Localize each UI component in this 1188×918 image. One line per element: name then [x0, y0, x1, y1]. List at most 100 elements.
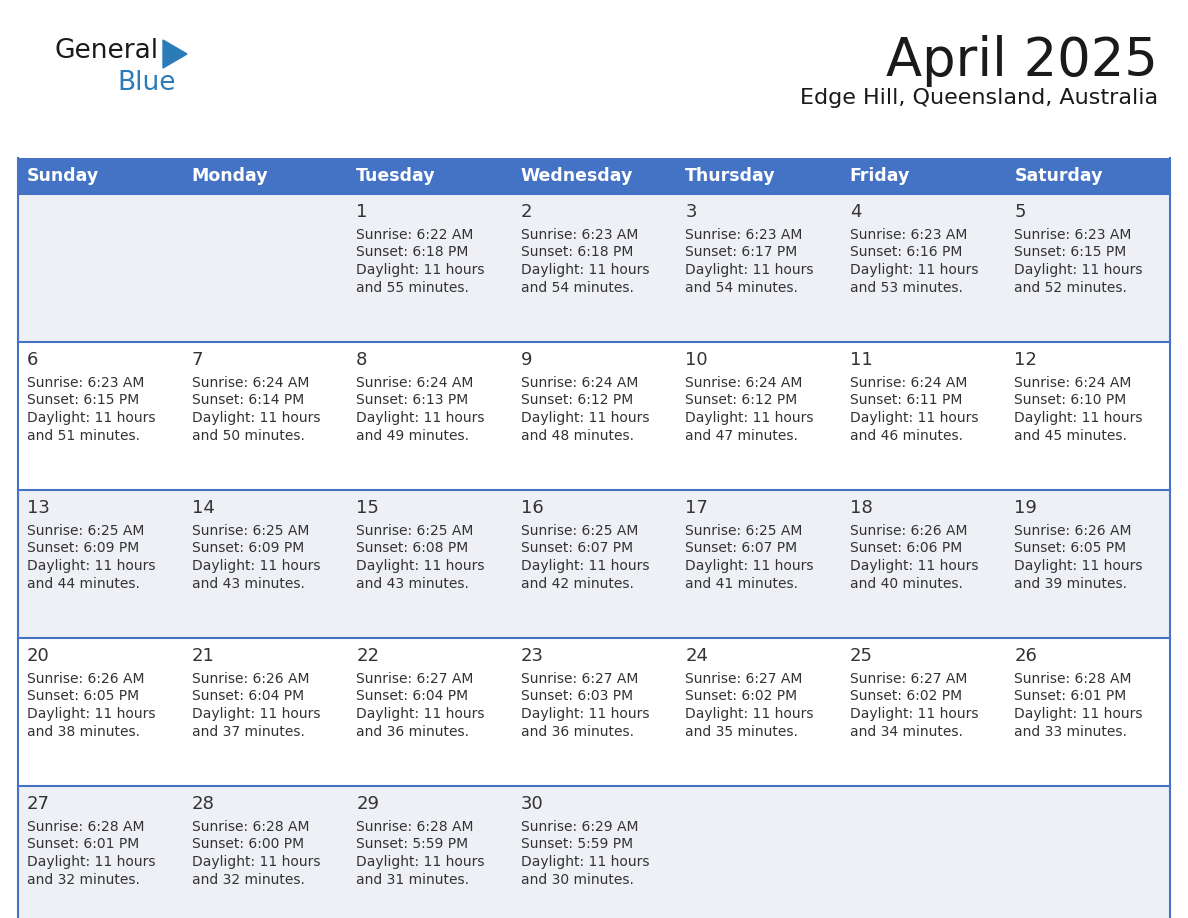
- Text: 10: 10: [685, 351, 708, 369]
- Text: Sunrise: 6:26 AM: Sunrise: 6:26 AM: [1015, 524, 1132, 538]
- Text: Sunrise: 6:25 AM: Sunrise: 6:25 AM: [685, 524, 803, 538]
- Text: Sunset: 6:15 PM: Sunset: 6:15 PM: [1015, 245, 1126, 260]
- Text: Sunset: 6:05 PM: Sunset: 6:05 PM: [27, 689, 139, 703]
- Text: Sunset: 6:12 PM: Sunset: 6:12 PM: [685, 394, 797, 408]
- Text: and 52 minutes.: and 52 minutes.: [1015, 281, 1127, 295]
- Text: Sunrise: 6:26 AM: Sunrise: 6:26 AM: [191, 672, 309, 686]
- Text: and 32 minutes.: and 32 minutes.: [191, 872, 304, 887]
- Bar: [18, 638, 1170, 786]
- Text: 12: 12: [1015, 351, 1037, 369]
- Text: Daylight: 11 hours: Daylight: 11 hours: [356, 707, 485, 721]
- Text: 25: 25: [849, 647, 873, 665]
- Text: Sunset: 6:15 PM: Sunset: 6:15 PM: [27, 394, 139, 408]
- Text: and 39 minutes.: and 39 minutes.: [1015, 577, 1127, 590]
- Text: Sunrise: 6:28 AM: Sunrise: 6:28 AM: [356, 820, 474, 834]
- Text: Sunrise: 6:27 AM: Sunrise: 6:27 AM: [685, 672, 803, 686]
- Text: and 34 minutes.: and 34 minutes.: [849, 724, 962, 738]
- Text: and 37 minutes.: and 37 minutes.: [191, 724, 304, 738]
- Text: Sunset: 6:02 PM: Sunset: 6:02 PM: [849, 689, 962, 703]
- Bar: [18, 786, 1170, 918]
- Text: and 33 minutes.: and 33 minutes.: [1015, 724, 1127, 738]
- Text: 11: 11: [849, 351, 873, 369]
- Text: Sunset: 6:13 PM: Sunset: 6:13 PM: [356, 394, 468, 408]
- Text: Daylight: 11 hours: Daylight: 11 hours: [520, 855, 649, 869]
- Text: 4: 4: [849, 203, 861, 221]
- Text: Sunset: 6:06 PM: Sunset: 6:06 PM: [849, 542, 962, 555]
- Text: and 40 minutes.: and 40 minutes.: [849, 577, 962, 590]
- Text: Daylight: 11 hours: Daylight: 11 hours: [191, 559, 320, 573]
- Text: Sunset: 6:18 PM: Sunset: 6:18 PM: [520, 245, 633, 260]
- Text: and 31 minutes.: and 31 minutes.: [356, 872, 469, 887]
- Text: and 35 minutes.: and 35 minutes.: [685, 724, 798, 738]
- Text: Sunrise: 6:24 AM: Sunrise: 6:24 AM: [191, 376, 309, 390]
- Text: Daylight: 11 hours: Daylight: 11 hours: [27, 411, 156, 425]
- Text: Sunset: 6:17 PM: Sunset: 6:17 PM: [685, 245, 797, 260]
- Text: Sunset: 6:01 PM: Sunset: 6:01 PM: [1015, 689, 1126, 703]
- Text: and 38 minutes.: and 38 minutes.: [27, 724, 140, 738]
- Text: and 45 minutes.: and 45 minutes.: [1015, 429, 1127, 442]
- Bar: [18, 158, 1170, 194]
- Text: 13: 13: [27, 499, 50, 517]
- Text: Sunrise: 6:26 AM: Sunrise: 6:26 AM: [27, 672, 145, 686]
- Text: Sunset: 6:11 PM: Sunset: 6:11 PM: [849, 394, 962, 408]
- Text: Daylight: 11 hours: Daylight: 11 hours: [520, 707, 649, 721]
- Text: 8: 8: [356, 351, 367, 369]
- Text: Daylight: 11 hours: Daylight: 11 hours: [685, 411, 814, 425]
- Text: 19: 19: [1015, 499, 1037, 517]
- Text: Daylight: 11 hours: Daylight: 11 hours: [849, 263, 979, 277]
- Text: Daylight: 11 hours: Daylight: 11 hours: [685, 263, 814, 277]
- Text: Sunrise: 6:24 AM: Sunrise: 6:24 AM: [356, 376, 474, 390]
- Text: and 54 minutes.: and 54 minutes.: [520, 281, 633, 295]
- Text: and 49 minutes.: and 49 minutes.: [356, 429, 469, 442]
- Text: Sunrise: 6:24 AM: Sunrise: 6:24 AM: [1015, 376, 1132, 390]
- Text: Sunrise: 6:23 AM: Sunrise: 6:23 AM: [27, 376, 145, 390]
- Text: Daylight: 11 hours: Daylight: 11 hours: [191, 707, 320, 721]
- Text: Sunrise: 6:25 AM: Sunrise: 6:25 AM: [191, 524, 309, 538]
- Text: Sunrise: 6:24 AM: Sunrise: 6:24 AM: [520, 376, 638, 390]
- Text: Sunrise: 6:23 AM: Sunrise: 6:23 AM: [685, 228, 803, 242]
- Text: 18: 18: [849, 499, 873, 517]
- Text: Sunrise: 6:25 AM: Sunrise: 6:25 AM: [520, 524, 638, 538]
- Text: Daylight: 11 hours: Daylight: 11 hours: [356, 559, 485, 573]
- Text: Sunrise: 6:25 AM: Sunrise: 6:25 AM: [27, 524, 145, 538]
- Text: and 54 minutes.: and 54 minutes.: [685, 281, 798, 295]
- Text: Sunset: 6:02 PM: Sunset: 6:02 PM: [685, 689, 797, 703]
- Text: Daylight: 11 hours: Daylight: 11 hours: [191, 855, 320, 869]
- Text: Sunrise: 6:27 AM: Sunrise: 6:27 AM: [520, 672, 638, 686]
- Text: General: General: [55, 38, 159, 64]
- Text: 3: 3: [685, 203, 697, 221]
- Text: Sunset: 5:59 PM: Sunset: 5:59 PM: [520, 837, 633, 852]
- Text: 30: 30: [520, 795, 543, 813]
- Text: 6: 6: [27, 351, 38, 369]
- Text: Sunrise: 6:28 AM: Sunrise: 6:28 AM: [1015, 672, 1132, 686]
- Text: Daylight: 11 hours: Daylight: 11 hours: [520, 559, 649, 573]
- Text: 16: 16: [520, 499, 543, 517]
- Text: Sunset: 6:10 PM: Sunset: 6:10 PM: [1015, 394, 1126, 408]
- Text: and 41 minutes.: and 41 minutes.: [685, 577, 798, 590]
- Text: Daylight: 11 hours: Daylight: 11 hours: [1015, 559, 1143, 573]
- Text: Sunset: 6:08 PM: Sunset: 6:08 PM: [356, 542, 468, 555]
- Text: Daylight: 11 hours: Daylight: 11 hours: [685, 559, 814, 573]
- Text: Sunset: 5:59 PM: Sunset: 5:59 PM: [356, 837, 468, 852]
- Text: Daylight: 11 hours: Daylight: 11 hours: [849, 559, 979, 573]
- Text: Sunrise: 6:28 AM: Sunrise: 6:28 AM: [27, 820, 145, 834]
- Text: Daylight: 11 hours: Daylight: 11 hours: [1015, 707, 1143, 721]
- Text: 1: 1: [356, 203, 367, 221]
- Text: Daylight: 11 hours: Daylight: 11 hours: [27, 559, 156, 573]
- Text: Sunset: 6:16 PM: Sunset: 6:16 PM: [849, 245, 962, 260]
- Text: 26: 26: [1015, 647, 1037, 665]
- Text: Sunrise: 6:26 AM: Sunrise: 6:26 AM: [849, 524, 967, 538]
- Text: Sunrise: 6:22 AM: Sunrise: 6:22 AM: [356, 228, 474, 242]
- Text: and 46 minutes.: and 46 minutes.: [849, 429, 962, 442]
- Text: Sunrise: 6:23 AM: Sunrise: 6:23 AM: [520, 228, 638, 242]
- Text: and 50 minutes.: and 50 minutes.: [191, 429, 304, 442]
- Text: Sunset: 6:14 PM: Sunset: 6:14 PM: [191, 394, 304, 408]
- Text: April 2025: April 2025: [886, 35, 1158, 87]
- Text: Daylight: 11 hours: Daylight: 11 hours: [27, 855, 156, 869]
- Text: Sunset: 6:09 PM: Sunset: 6:09 PM: [27, 542, 139, 555]
- Text: Tuesday: Tuesday: [356, 167, 436, 185]
- Text: 27: 27: [27, 795, 50, 813]
- Text: Sunday: Sunday: [27, 167, 100, 185]
- Text: 17: 17: [685, 499, 708, 517]
- Text: Sunset: 6:03 PM: Sunset: 6:03 PM: [520, 689, 633, 703]
